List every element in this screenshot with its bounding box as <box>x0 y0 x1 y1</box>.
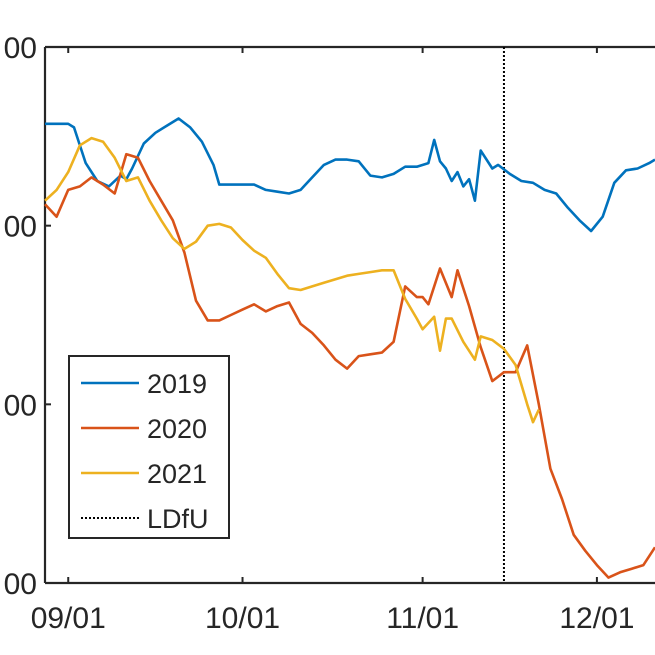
series-line-2020 <box>44 152 655 579</box>
legend: 2019 2020 2021 LDfU <box>68 355 230 539</box>
x-tick-label: 09/01 <box>31 602 106 635</box>
x-tick-label: 12/01 <box>559 602 634 635</box>
axis-ticks: 09/01 10/01 11/01 12/01 00 00 00 00 <box>4 32 635 635</box>
series-line-2019 <box>45 117 655 233</box>
y-tick-label: 00 <box>4 568 37 601</box>
legend-label: LDfU <box>147 504 209 534</box>
series-lines <box>44 117 655 579</box>
legend-label: 2020 <box>147 414 207 444</box>
legend-box <box>68 355 230 539</box>
x-tick-label: 11/01 <box>386 602 459 635</box>
y-tick-label: 00 <box>4 32 37 65</box>
legend-label: 2021 <box>147 459 207 489</box>
y-tick-label: 00 <box>4 389 37 422</box>
x-tick-label: 10/01 <box>205 602 280 635</box>
series-line-2021 <box>44 136 540 424</box>
y-tick-label: 00 <box>4 211 37 244</box>
legend-label: 2019 <box>147 369 207 399</box>
